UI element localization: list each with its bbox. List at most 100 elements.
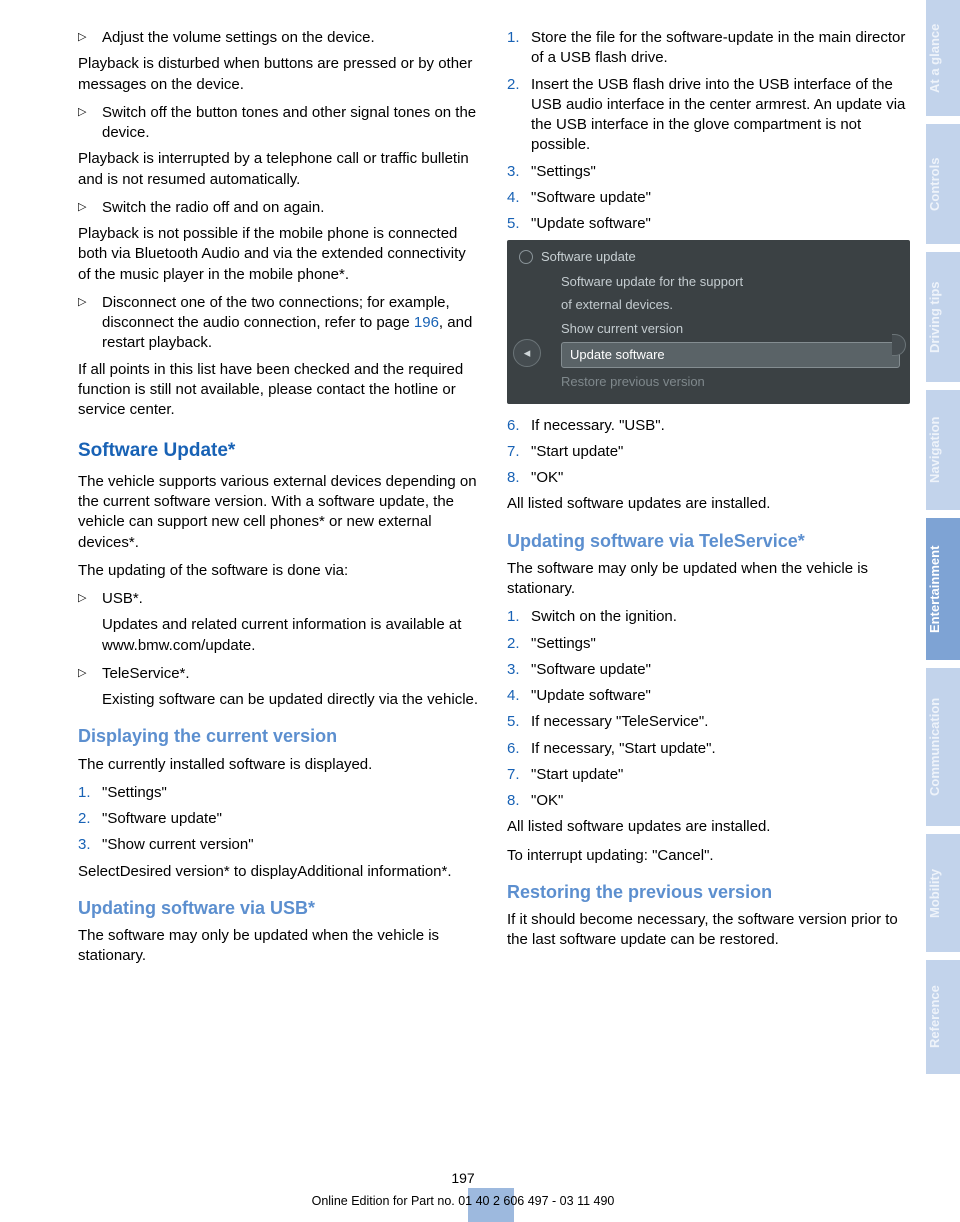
step-number: 1. bbox=[507, 28, 531, 69]
step-text: "OK" bbox=[531, 468, 910, 488]
tab-controls[interactable]: Controls bbox=[926, 124, 960, 244]
step-text: "Update software" bbox=[531, 214, 910, 234]
screenshot-line: Show current version bbox=[561, 317, 900, 341]
step-text: "Settings" bbox=[531, 162, 910, 182]
heading-software-update: Software Update* bbox=[78, 438, 481, 464]
list-item: 3."Settings" bbox=[507, 162, 910, 182]
refresh-icon bbox=[519, 250, 533, 264]
paragraph: If it should become necessary, the softw… bbox=[507, 910, 910, 951]
step-text: Insert the USB flash drive into the USB … bbox=[531, 75, 910, 156]
paragraph: Playback is not possible if the mobile p… bbox=[78, 224, 481, 285]
list-item: 1.Switch on the ignition. bbox=[507, 607, 910, 627]
screenshot-line: of external devices. bbox=[561, 293, 900, 317]
triangle-icon: ▷ bbox=[78, 28, 102, 48]
step-number: 7. bbox=[507, 442, 531, 462]
paragraph: If all points in this list have been che… bbox=[78, 360, 481, 421]
bullet-item: ▷ TeleService*. bbox=[78, 664, 481, 684]
screenshot-header: Software update bbox=[507, 246, 910, 270]
text: Disconnect one of the two connections; f… bbox=[102, 294, 450, 331]
step-number: 3. bbox=[507, 162, 531, 182]
list-item: 3."Software update" bbox=[507, 660, 910, 680]
left-column: ▷ Adjust the volume settings on the devi… bbox=[78, 28, 481, 1222]
bullet-text: Switch off the button tones and other si… bbox=[102, 103, 481, 144]
bullet-item: ▷ USB*. bbox=[78, 589, 481, 609]
step-number: 3. bbox=[507, 660, 531, 680]
step-text: "Software update" bbox=[102, 809, 481, 829]
bullet-item: ▷ Adjust the volume settings on the devi… bbox=[78, 28, 481, 48]
step-text: "Software update" bbox=[531, 188, 910, 208]
subheading-teleservice: Updating software via TeleService* bbox=[507, 529, 910, 553]
step-number: 2. bbox=[507, 634, 531, 654]
triangle-icon: ▷ bbox=[78, 664, 102, 684]
step-number: 7. bbox=[507, 765, 531, 785]
list-item: 5.If necessary "TeleService". bbox=[507, 712, 910, 732]
step-number: 5. bbox=[507, 214, 531, 234]
step-number: 4. bbox=[507, 188, 531, 208]
bullet-item: ▷ Switch the radio off and on again. bbox=[78, 198, 481, 218]
list-item: 7."Start update" bbox=[507, 765, 910, 785]
step-text: If necessary, "Start update". bbox=[531, 739, 910, 759]
paragraph: The software may only be updated when th… bbox=[507, 559, 910, 600]
paragraph: SelectDesired version* to displayAdditio… bbox=[78, 862, 481, 882]
step-number: 6. bbox=[507, 739, 531, 759]
paragraph: The updating of the software is done via… bbox=[78, 561, 481, 581]
bullet-text: USB*. bbox=[102, 589, 481, 609]
idrive-screenshot: Software update ◂ Software update for th… bbox=[507, 240, 910, 403]
triangle-icon: ▷ bbox=[78, 589, 102, 609]
back-arrow-icon: ◂ bbox=[513, 339, 541, 367]
screenshot-selected: Update software bbox=[561, 342, 900, 368]
step-text: "Settings" bbox=[531, 634, 910, 654]
paragraph: The currently installed software is disp… bbox=[78, 755, 481, 775]
step-text: If necessary "TeleService". bbox=[531, 712, 910, 732]
list-item: 3."Show current version" bbox=[78, 835, 481, 855]
list-item: 6.If necessary. "USB". bbox=[507, 416, 910, 436]
paragraph: Playback is disturbed when buttons are p… bbox=[78, 54, 481, 95]
list-item: 5."Update software" bbox=[507, 214, 910, 234]
list-item: 8."OK" bbox=[507, 791, 910, 811]
subheading-update-usb: Updating software via USB* bbox=[78, 896, 481, 920]
step-text: If necessary. "USB". bbox=[531, 416, 910, 436]
triangle-icon: ▷ bbox=[78, 293, 102, 354]
list-item: 4."Update software" bbox=[507, 686, 910, 706]
tab-navigation[interactable]: Navigation bbox=[926, 390, 960, 510]
paragraph: All listed software updates are installe… bbox=[507, 817, 910, 837]
tab-driving-tips[interactable]: Driving tips bbox=[926, 252, 960, 382]
bullet-text: Switch the radio off and on again. bbox=[102, 198, 481, 218]
list-item: 2.Insert the USB flash drive into the US… bbox=[507, 75, 910, 156]
bullet-text: Adjust the volume settings on the device… bbox=[102, 28, 481, 48]
step-text: Switch on the ignition. bbox=[531, 607, 910, 627]
section-tabs: At a glance Controls Driving tips Navigatio… bbox=[926, 0, 960, 1222]
step-text: "Start update" bbox=[531, 765, 910, 785]
screenshot-line: Software update for the support bbox=[561, 270, 900, 294]
page-number: 197 bbox=[451, 1170, 474, 1186]
list-item: 1."Settings" bbox=[78, 783, 481, 803]
list-item: 1.Store the file for the software-update… bbox=[507, 28, 910, 69]
step-number: 5. bbox=[507, 712, 531, 732]
subheading-current-version: Displaying the current version bbox=[78, 724, 481, 748]
list-item: 7."Start update" bbox=[507, 442, 910, 462]
step-text: "Show current version" bbox=[102, 835, 481, 855]
page-link[interactable]: 196 bbox=[414, 314, 439, 331]
tab-at-a-glance[interactable]: At a glance bbox=[926, 0, 960, 116]
step-text: "Update software" bbox=[531, 686, 910, 706]
list-item: 6.If necessary, "Start update". bbox=[507, 739, 910, 759]
step-number: 8. bbox=[507, 468, 531, 488]
tab-communication[interactable]: Communication bbox=[926, 668, 960, 826]
paragraph: The software may only be updated when th… bbox=[78, 926, 481, 967]
sub-paragraph: Updates and related current information … bbox=[102, 615, 481, 656]
triangle-icon: ▷ bbox=[78, 198, 102, 218]
tab-entertainment[interactable]: Entertainment bbox=[926, 518, 960, 660]
paragraph: All listed software updates are installe… bbox=[507, 494, 910, 514]
bullet-text: Disconnect one of the two connections; f… bbox=[102, 293, 481, 354]
step-text: "OK" bbox=[531, 791, 910, 811]
tab-mobility[interactable]: Mobility bbox=[926, 834, 960, 952]
step-text: "Settings" bbox=[102, 783, 481, 803]
step-number: 8. bbox=[507, 791, 531, 811]
screenshot-title: Software update bbox=[541, 248, 636, 266]
step-number: 2. bbox=[507, 75, 531, 156]
tab-reference[interactable]: Reference bbox=[926, 960, 960, 1074]
step-number: 6. bbox=[507, 416, 531, 436]
side-handle-icon bbox=[892, 334, 906, 356]
step-number: 1. bbox=[78, 783, 102, 803]
screenshot-line-dim: Restore previous version bbox=[561, 370, 900, 394]
